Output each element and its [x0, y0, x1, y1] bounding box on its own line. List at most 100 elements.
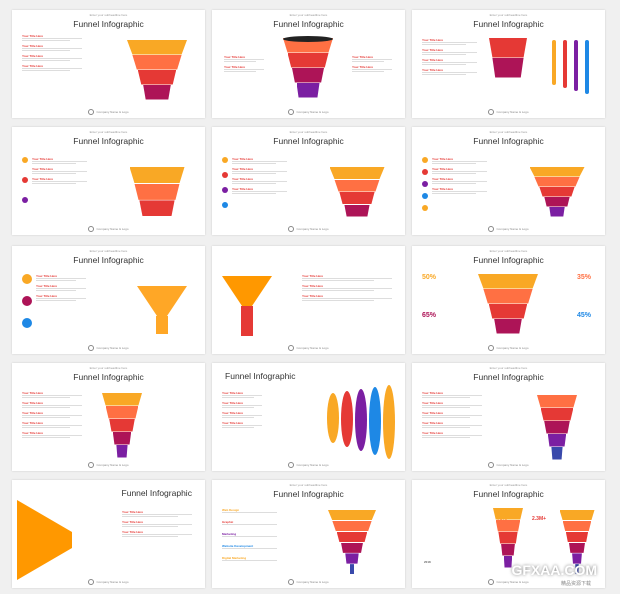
slide-thumbnail[interactable]: Enter your subheadline here Funnel Infogr… — [12, 127, 205, 235]
item-title: Your Title Here — [224, 55, 246, 59]
funnel-segment — [345, 553, 359, 564]
slide-thumbnail[interactable]: Enter your subheadline here Funnel Infogr… — [412, 246, 605, 354]
number-badge — [222, 187, 228, 193]
item-title: Your Title Here — [36, 274, 58, 278]
funnel-neck — [156, 316, 168, 334]
slide-thumbnail[interactable]: Enter your subheadline here Funnel Infogr… — [412, 127, 605, 235]
item-title: Your Title Here — [122, 520, 144, 524]
funnel-cone — [137, 286, 187, 316]
slide-thumbnail[interactable]: Enter your subheadline here Funnel Infogr… — [212, 10, 405, 118]
text-line — [422, 54, 466, 55]
text-line — [22, 38, 82, 39]
item-title: Your Title Here — [232, 157, 254, 161]
item-title: Your Title Here — [22, 44, 44, 48]
slide-thumbnail[interactable]: Enter your subheadline here Funnel Infogr… — [12, 363, 205, 471]
text-line — [222, 427, 254, 428]
text-line — [222, 524, 277, 525]
text-line — [422, 427, 470, 428]
slide-thumbnail[interactable]: Enter your subheadline here Funnel Infogr… — [212, 127, 405, 235]
number-badge — [22, 197, 28, 203]
slide-thumbnail[interactable]: Enter your subheadline here Funnel Infogr… — [212, 480, 405, 588]
number-badge — [422, 193, 428, 199]
text-line — [422, 62, 477, 63]
funnel-segment — [328, 510, 376, 521]
year-label: 2018 — [424, 560, 431, 564]
text-line — [224, 71, 256, 72]
text-line — [232, 173, 276, 174]
watermark-sub: 精品资源下载 — [560, 581, 591, 587]
text-line — [222, 560, 277, 561]
text-line — [422, 425, 482, 426]
funnel-segment — [537, 395, 577, 408]
funnel-segment — [349, 564, 355, 575]
slide-thumbnail[interactable]: Company Name & Logo Funnel Infographic You… — [212, 363, 405, 471]
slide-thumbnail[interactable]: Company Name & Logo Funnel Infographic You… — [12, 480, 205, 588]
text-line — [432, 161, 487, 162]
company-logo: Company Name & Logo — [12, 345, 205, 351]
text-line — [122, 516, 178, 517]
slide-title: Funnel Infographic — [473, 136, 544, 146]
slide-thumbnail[interactable]: Enter your subheadline here Funnel Infogr… — [12, 246, 205, 354]
item-title: Your Title Here — [22, 64, 44, 68]
text-line — [122, 536, 178, 537]
slide-thumbnail[interactable]: Enter your subheadline here Funnel Infogr… — [412, 363, 605, 471]
text-line — [22, 397, 70, 398]
pct-label: 50% — [422, 274, 437, 281]
funnel-segment — [572, 553, 582, 564]
text-line — [302, 300, 374, 301]
funnel-3d-neck — [241, 306, 253, 336]
slide-title: Funnel Infographic — [473, 489, 544, 499]
funnel-segment — [529, 167, 585, 177]
funnel-segment — [549, 207, 565, 217]
text-line — [422, 74, 466, 75]
item-title: Your Title Here — [232, 167, 254, 171]
company-logo: Company Name & Logo — [412, 109, 605, 115]
funnel-segment — [493, 508, 523, 520]
slide-thumbnail[interactable]: Enter your subheadline here Funnel Infogr… — [412, 480, 605, 588]
funnel-segment — [340, 542, 364, 553]
slide-thumbnail[interactable]: Company Name & Logo Your Title Here Your T… — [212, 246, 405, 354]
text-line — [22, 48, 82, 49]
number-badge — [22, 157, 28, 163]
text-line — [22, 427, 70, 428]
company-logo: Company Name & Logo — [12, 579, 205, 585]
item-title: Your Title Here — [352, 55, 374, 59]
item-title: Your Title Here — [22, 401, 44, 405]
funnel-segment — [503, 556, 513, 568]
text-line — [432, 171, 487, 172]
text-line — [432, 173, 476, 174]
item-title: Your Title Here — [302, 294, 324, 298]
text-line — [432, 191, 487, 192]
text-line — [22, 68, 82, 69]
item-title: Your Title Here — [222, 421, 244, 425]
slide-subtitle: Enter your subheadline here — [289, 130, 328, 134]
item-title: Your Title Here — [422, 58, 444, 62]
item-title: Your Title Here — [232, 177, 254, 181]
slide-title: Funnel Infographic — [273, 489, 344, 499]
company-logo: Company Name & Logo — [412, 226, 605, 232]
text-line — [32, 181, 87, 182]
text-line — [422, 405, 482, 406]
funnel-segment — [483, 289, 533, 304]
funnel-segment — [109, 419, 135, 432]
funnel-segment — [498, 532, 518, 544]
slide-thumbnail[interactable]: Enter your subheadline here Funnel Infogr… — [12, 10, 205, 118]
item-title: Your Title Here — [432, 167, 454, 171]
watermark: GFXAA.COM — [511, 562, 597, 578]
text-line — [302, 298, 392, 299]
text-line — [224, 69, 264, 70]
company-logo: Company Name & Logo — [212, 462, 405, 468]
funnel-segment — [339, 192, 375, 204]
number-badge — [222, 172, 228, 178]
item-title: Your Title Here — [432, 157, 454, 161]
funnel-segment — [329, 167, 385, 179]
item-title: Your Title Here — [222, 391, 244, 395]
funnel-segment — [562, 520, 592, 532]
slide-thumbnail[interactable]: Enter your subheadline here Funnel Infogr… — [412, 10, 605, 118]
company-logo: Company Name & Logo — [412, 345, 605, 351]
text-line — [32, 163, 76, 164]
company-logo: Company Name & Logo — [212, 345, 405, 351]
number-badge — [422, 181, 428, 187]
text-line — [22, 405, 82, 406]
funnel-segment — [488, 304, 528, 319]
